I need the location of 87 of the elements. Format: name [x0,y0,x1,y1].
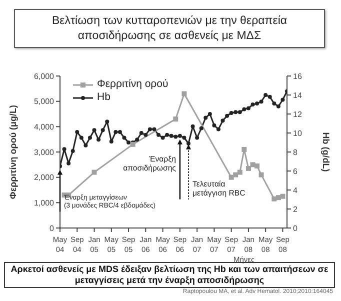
point [100,128,105,132]
point [280,98,285,102]
point [135,138,140,142]
point [122,136,126,140]
point [118,130,122,134]
point [250,162,256,168]
point [204,116,208,120]
point [160,136,165,140]
y-tick-label: 6,000 [34,72,55,81]
point [258,172,264,178]
point [250,102,255,106]
point [234,110,238,114]
point [208,112,212,116]
point [237,170,242,175]
point [259,100,264,104]
y2-tick-label: 16 [293,72,302,81]
point [88,136,92,140]
point [229,111,234,116]
y2-tick-label: 12 [293,110,302,119]
point [96,138,101,142]
point [174,134,178,139]
point [156,132,161,137]
point [130,142,136,147]
point [169,134,174,138]
point [92,128,96,132]
point [280,194,286,199]
point [152,127,156,132]
y-tick-label: 5,000 [34,97,55,106]
point [109,140,114,144]
point [75,130,80,134]
y-tick-label: 1,000 [34,198,55,208]
y2-tick-label: 8 [293,148,298,157]
point [178,134,182,138]
y-tick-label: 0 [50,224,55,233]
point [254,163,260,168]
point [79,136,84,140]
point [114,130,118,134]
point [190,124,195,128]
point [92,170,97,175]
y2-tick-label: 14 [293,90,302,100]
point [272,196,277,202]
y-tick-label: 3,000 [34,148,55,157]
point [238,110,242,114]
point [62,147,66,152]
y2-tick-label: 0 [293,224,298,233]
point [246,166,251,171]
y2-tick-label: 4 [293,186,298,195]
point [173,116,178,122]
text: Αρκετοί ασθενείς με MDS έδειξαν βελτίωση της Hb και των απαιτήσεων σε μεταγγίσεις μετά την έναρξη αποσιδήρωσης [4,262,335,288]
legend-label: Hb [97,91,110,104]
point [199,126,204,130]
point [70,149,75,154]
point [264,93,268,97]
point [246,106,250,110]
point [225,114,230,118]
point [139,131,144,135]
y-tick-label: 4,000 [34,122,55,132]
point [84,143,88,148]
point [66,161,71,166]
point [276,104,280,108]
point [255,102,260,106]
point [148,127,152,132]
point [233,172,238,178]
point [182,136,186,140]
point [268,94,272,99]
point [182,91,187,96]
y2-tick-label: 6 [293,166,298,176]
point [195,136,200,140]
point [105,120,110,124]
chart-title: Βελτίωση των κυτταροπενιών με την θεραπεία αποσιδήρωσης σε ασθενείς με ΜΔΣ [14,9,325,48]
y2-tick-label: 10 [293,128,302,138]
point [144,132,148,137]
point [216,127,220,132]
legend-label: Φερριτίνη ορού [97,78,168,91]
point [220,118,225,123]
point [242,107,246,112]
point [272,102,276,106]
y2-axis-title: Hb (g/dL) [320,132,331,172]
point [242,146,247,152]
y-axis-title: Φερριτίνη ορού (μg/L) [8,104,18,200]
point [126,140,131,144]
point [228,174,234,180]
y2-tick-label: 2 [293,204,298,214]
point [165,132,170,137]
y-tick-label: 2,000 [34,173,55,182]
point [212,123,216,128]
point [186,141,190,146]
